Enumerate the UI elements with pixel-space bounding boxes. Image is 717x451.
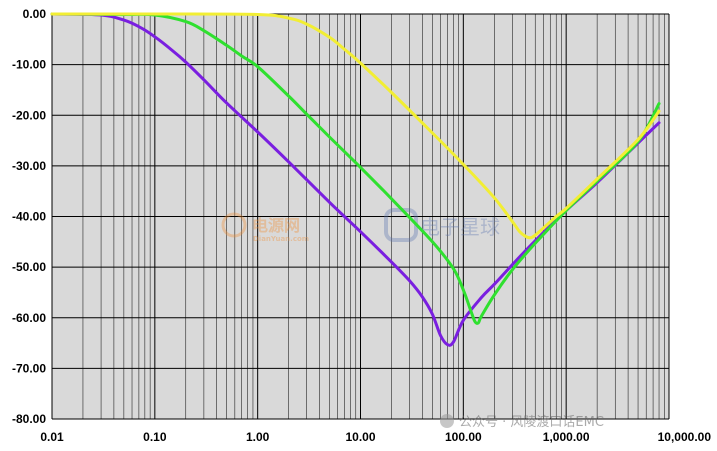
grid xyxy=(51,13,670,420)
series-line xyxy=(50,12,661,240)
y-tick-label: -10.00 xyxy=(12,58,46,72)
dianyuan-logo-url: DianYuan.com xyxy=(253,235,309,243)
series-line xyxy=(50,12,661,347)
x-tick-label: 0.01 xyxy=(40,430,64,444)
y-tick-label: -70.00 xyxy=(12,361,46,375)
y-tick-label: -60.00 xyxy=(12,311,46,325)
wechat-footer: 公众号 · 风陵渡口话EMC xyxy=(440,414,604,430)
y-tick-labels: 0.00 -10.00 -20.00 -30.00 -40.00 -50.00 -60.00… xyxy=(12,7,46,426)
x-tick-labels: 0.01 0.10 1.00 10.00 100.00 1,000.00 10,000.00 xyxy=(40,430,711,444)
y-tick-label: -50.00 xyxy=(12,260,46,274)
dianyuan-logo-text: 电源网 xyxy=(252,216,300,235)
series-layer xyxy=(50,12,661,347)
watermarks: 电源网 DianYuan.com 电子星球 xyxy=(221,208,500,243)
y-tick-label: 0.00 xyxy=(23,7,47,21)
y-tick-label: -80.00 xyxy=(12,412,46,426)
x-tick-label: 10.00 xyxy=(345,430,375,444)
dianyuan-logo-icon xyxy=(221,212,247,238)
wechat-icon xyxy=(440,414,454,428)
x-tick-label: 100.00 xyxy=(445,430,482,444)
x-tick-label: 0.10 xyxy=(143,430,167,444)
x-tick-label: 10,000.00 xyxy=(658,430,712,444)
y-tick-label: -40.00 xyxy=(12,210,46,224)
series-line xyxy=(50,12,661,325)
x-tick-label: 1.00 xyxy=(246,430,270,444)
wechat-footer-text: 公众号 · 风陵渡口话EMC xyxy=(459,414,604,430)
y-tick-label: -20.00 xyxy=(12,108,46,122)
x-tick-label: 1,000.00 xyxy=(543,430,590,444)
y-tick-label: -30.00 xyxy=(12,159,46,173)
dianzi-xingqiu-logo-text: 电子星球 xyxy=(420,215,500,239)
